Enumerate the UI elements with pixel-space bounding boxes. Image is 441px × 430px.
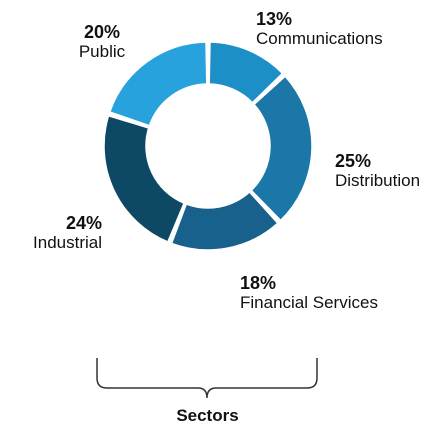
bracket-line — [96, 358, 318, 399]
pct-industrial: 24% — [65, 213, 102, 233]
cat-distribution: Distribution — [335, 171, 421, 190]
label-public: 20% Public — [62, 22, 142, 62]
pct-communications: 13% — [256, 9, 293, 29]
label-financial-services: 18% Financial Services — [240, 273, 378, 313]
cat-financial-services: Financial Services — [240, 293, 378, 312]
slice-distribution — [250, 75, 313, 222]
cat-industrial: Industrial — [33, 233, 102, 252]
slice-communications — [208, 41, 284, 104]
x-axis-title: Sectors — [176, 406, 239, 425]
pct-distribution: 25% — [335, 151, 372, 171]
label-industrial: 24% Industrial — [0, 213, 102, 253]
pct-financial-services: 18% — [240, 273, 277, 293]
slice-public — [108, 41, 208, 127]
label-communications: 13% Communications — [256, 9, 383, 49]
slice-financial-services — [170, 191, 279, 251]
cat-public: Public — [78, 42, 126, 61]
pct-public: 20% — [83, 22, 121, 42]
slice-industrial — [103, 115, 185, 243]
cat-communications: Communications — [256, 29, 383, 48]
label-distribution: 25% Distribution — [335, 151, 420, 191]
